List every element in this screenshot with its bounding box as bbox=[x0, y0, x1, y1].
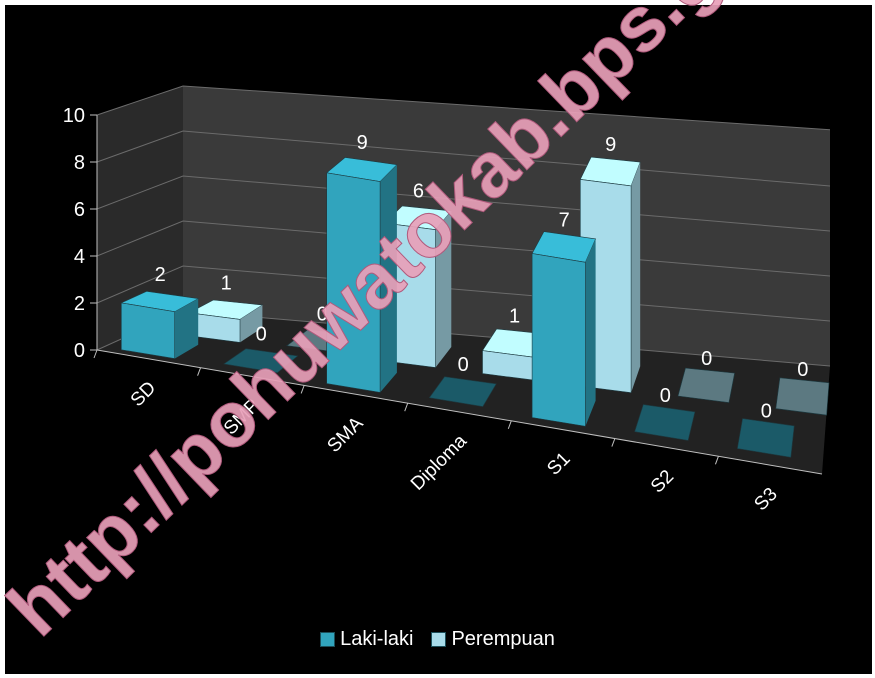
bar-perempuan-s1-side bbox=[631, 162, 641, 393]
bar-perempuan-s3-top bbox=[775, 377, 830, 416]
data-label-perempuan-sma: 6 bbox=[413, 180, 424, 202]
x-tick bbox=[300, 385, 305, 394]
legend-item-laki-laki: Laki-laki bbox=[320, 628, 413, 651]
bar-laki-laki-s2-top bbox=[634, 404, 696, 441]
x-tick-label-sma: SMA bbox=[323, 413, 367, 457]
data-label-perempuan-s3: 0 bbox=[797, 359, 808, 381]
data-label-perempuan-sd: 1 bbox=[221, 272, 232, 294]
data-label-perempuan-smp: 0 bbox=[317, 304, 328, 326]
bar-laki-laki-smp-top bbox=[223, 348, 299, 374]
bar-laki-laki-s3-top bbox=[737, 418, 795, 458]
x-tick-label-sd: SD bbox=[127, 378, 161, 412]
x-tick-label-smp: SMP bbox=[220, 395, 264, 439]
legend-item-perempuan: Perempuan bbox=[431, 628, 555, 651]
x-tick-label-s2: S2 bbox=[647, 466, 678, 497]
gridline bbox=[96, 85, 831, 131]
bar-perempuan-s2-top bbox=[677, 367, 735, 403]
data-label-laki-laki-diploma: 0 bbox=[458, 354, 469, 376]
y-tick-label-6: 6 bbox=[74, 199, 85, 221]
data-label-laki-laki-s1: 7 bbox=[559, 210, 570, 232]
y-tick-label-2: 2 bbox=[74, 293, 85, 315]
x-tick bbox=[93, 349, 98, 359]
bar-laki-laki-sd-side bbox=[174, 298, 199, 359]
bar-perempuan-sma-side bbox=[435, 210, 452, 368]
bar-laki-laki-sma-front bbox=[326, 172, 381, 393]
bar-perempuan-sd-side bbox=[240, 305, 263, 343]
x-tick bbox=[507, 420, 512, 430]
x-tick-label-s1: S1 bbox=[543, 448, 574, 479]
side-wall bbox=[97, 86, 183, 350]
data-label-laki-laki-sma: 9 bbox=[357, 132, 368, 154]
x-tick bbox=[714, 456, 719, 465]
bar-laki-laki-s1-front bbox=[531, 253, 586, 427]
x-tick bbox=[404, 402, 409, 412]
data-label-laki-laki-s3: 0 bbox=[761, 401, 772, 423]
data-label-laki-laki-sd: 2 bbox=[155, 264, 166, 286]
data-label-laki-laki-s2: 0 bbox=[660, 385, 671, 407]
bar-laki-laki-diploma-top bbox=[428, 376, 497, 407]
data-label-perempuan-s1: 9 bbox=[605, 134, 616, 156]
x-tick-label-s3: S3 bbox=[750, 484, 781, 515]
y-tick-label-0: 0 bbox=[74, 340, 85, 362]
legend-label-laki-laki: Laki-laki bbox=[340, 628, 414, 650]
legend: Laki-laki Perempuan bbox=[0, 628, 875, 651]
data-label-perempuan-s2: 0 bbox=[701, 348, 712, 370]
y-tick-label-10: 10 bbox=[63, 105, 85, 127]
bar-laki-laki-sd-front bbox=[121, 302, 175, 359]
data-label-perempuan-diploma: 1 bbox=[509, 306, 520, 328]
bar-laki-laki-sma-side bbox=[380, 164, 397, 393]
x-axis-line bbox=[96, 349, 823, 475]
x-tick bbox=[611, 438, 616, 447]
y-tick-label-4: 4 bbox=[74, 246, 85, 268]
data-label-laki-laki-smp: 0 bbox=[256, 323, 267, 345]
x-tick bbox=[197, 367, 202, 376]
legend-swatch-perempuan bbox=[431, 632, 447, 647]
legend-label-perempuan: Perempuan bbox=[451, 628, 555, 650]
x-tick-label-diploma: Diploma bbox=[407, 430, 471, 494]
y-tick-label-8: 8 bbox=[74, 152, 85, 174]
legend-swatch-laki-laki bbox=[320, 632, 336, 647]
bar-laki-laki-s1-side bbox=[585, 238, 596, 427]
